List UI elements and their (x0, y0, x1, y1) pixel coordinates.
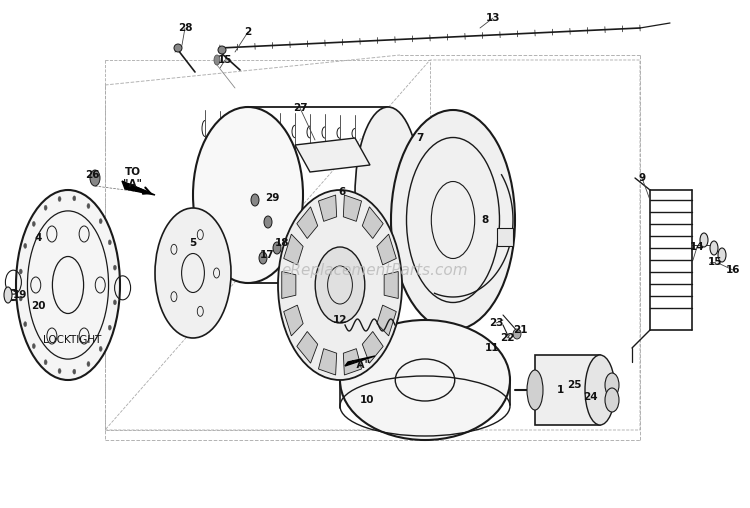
Ellipse shape (99, 218, 102, 224)
Ellipse shape (218, 46, 226, 54)
Ellipse shape (605, 373, 619, 397)
Ellipse shape (113, 265, 116, 270)
Ellipse shape (73, 196, 76, 201)
Ellipse shape (710, 241, 718, 255)
Polygon shape (122, 181, 155, 195)
Ellipse shape (87, 204, 90, 208)
Text: 15: 15 (217, 55, 232, 65)
Ellipse shape (718, 248, 726, 262)
Text: 2: 2 (244, 27, 251, 37)
Text: 1: 1 (556, 385, 564, 395)
Bar (497, 228, 513, 246)
Ellipse shape (16, 190, 120, 380)
Text: 6: 6 (338, 187, 346, 197)
Text: 12: 12 (333, 315, 347, 325)
Ellipse shape (527, 370, 543, 410)
Ellipse shape (391, 110, 515, 330)
Polygon shape (376, 234, 396, 265)
Ellipse shape (193, 107, 303, 283)
Text: 18: 18 (274, 238, 290, 248)
Text: 8: 8 (482, 215, 489, 225)
Text: 11: 11 (484, 343, 500, 353)
Ellipse shape (32, 221, 35, 227)
Ellipse shape (605, 388, 619, 412)
Text: 4: 4 (34, 233, 42, 243)
Text: 23: 23 (489, 318, 503, 328)
Polygon shape (297, 207, 318, 238)
Text: LOCKTIGHT: LOCKTIGHT (43, 335, 101, 345)
Ellipse shape (174, 44, 182, 52)
Text: 26: 26 (85, 170, 99, 180)
Ellipse shape (108, 325, 111, 330)
Text: eReplacementParts.com: eReplacementParts.com (282, 263, 468, 277)
Polygon shape (319, 348, 337, 375)
Text: 25: 25 (567, 380, 581, 390)
Text: 21: 21 (513, 325, 527, 335)
Text: 19: 19 (13, 290, 27, 300)
Ellipse shape (58, 368, 61, 373)
Ellipse shape (90, 170, 100, 186)
Text: 27: 27 (292, 103, 308, 113)
Ellipse shape (44, 360, 47, 365)
Polygon shape (362, 207, 383, 238)
Text: 29: 29 (265, 193, 279, 203)
Ellipse shape (32, 343, 35, 348)
Ellipse shape (700, 233, 708, 247)
Polygon shape (295, 138, 370, 172)
Polygon shape (376, 305, 396, 336)
Ellipse shape (44, 205, 47, 210)
Text: "A": "A" (350, 360, 370, 370)
Text: 24: 24 (583, 392, 597, 402)
Ellipse shape (214, 55, 220, 65)
Polygon shape (344, 348, 362, 375)
Ellipse shape (340, 320, 510, 440)
Ellipse shape (259, 252, 267, 264)
Ellipse shape (58, 197, 61, 202)
Ellipse shape (273, 242, 281, 254)
Text: 15: 15 (708, 257, 722, 267)
Ellipse shape (155, 208, 231, 338)
Polygon shape (535, 355, 600, 425)
Polygon shape (362, 332, 383, 363)
Text: TO
"A": TO "A" (124, 167, 142, 189)
Text: 22: 22 (500, 333, 514, 343)
Ellipse shape (264, 216, 272, 228)
Ellipse shape (24, 243, 27, 248)
Ellipse shape (24, 322, 27, 327)
Polygon shape (319, 195, 337, 221)
Text: 16: 16 (726, 265, 740, 275)
Text: 5: 5 (189, 238, 196, 248)
Ellipse shape (585, 355, 615, 425)
Ellipse shape (20, 296, 22, 301)
Text: 28: 28 (178, 23, 192, 33)
Text: 14: 14 (690, 242, 704, 252)
Ellipse shape (355, 107, 421, 283)
Polygon shape (284, 305, 303, 336)
Text: 10: 10 (360, 395, 374, 405)
Ellipse shape (251, 194, 259, 206)
Polygon shape (297, 332, 318, 363)
Polygon shape (282, 271, 296, 299)
Ellipse shape (73, 369, 76, 374)
Text: 20: 20 (31, 301, 45, 311)
Ellipse shape (20, 269, 22, 274)
Ellipse shape (87, 362, 90, 366)
Text: 7: 7 (416, 133, 424, 143)
Ellipse shape (99, 346, 102, 352)
Ellipse shape (278, 190, 402, 380)
Text: 13: 13 (486, 13, 500, 23)
Ellipse shape (108, 240, 111, 245)
Ellipse shape (113, 300, 116, 305)
Polygon shape (284, 234, 303, 265)
Polygon shape (345, 356, 375, 366)
Polygon shape (384, 271, 398, 299)
Polygon shape (344, 195, 362, 221)
Text: 17: 17 (260, 250, 274, 260)
Text: 9: 9 (638, 173, 646, 183)
Ellipse shape (4, 287, 12, 303)
Ellipse shape (315, 247, 364, 323)
Ellipse shape (513, 329, 521, 339)
